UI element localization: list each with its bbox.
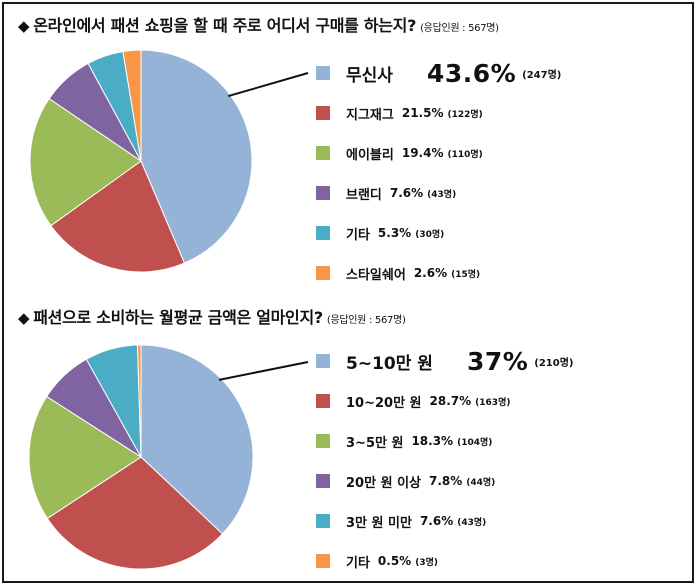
data-label-percent: 43.6% <box>426 58 517 88</box>
data-label-count: (110명) <box>447 149 483 160</box>
legend-label: 브랜디 <box>346 187 382 203</box>
pie-chart-spending <box>28 344 309 570</box>
legend-swatch <box>316 106 330 120</box>
data-label-percent: 0.5% <box>377 554 412 568</box>
data-label-percent: 19.4% <box>401 146 444 160</box>
data-label-percent: 7.6% <box>419 514 454 528</box>
legend-label: 20만 원 이상 <box>346 475 421 491</box>
data-label-count: (104명) <box>457 437 493 448</box>
legend-item: 기타 5.3% (30명) <box>316 222 444 244</box>
chart-title-text: 온라인에서 패션 쇼핑을 할 때 주로 어디서 구매를 하는지? <box>33 16 417 35</box>
legend-item: 3~5만 원 18.3% (104명) <box>316 430 492 452</box>
data-label-percent: 7.6% <box>389 186 424 200</box>
legend-item: 기타 0.5% (3명) <box>316 550 438 572</box>
data-label-count: (43명) <box>427 189 457 200</box>
legend-swatch <box>316 554 330 568</box>
legend-item: 무신사 43.6% (247명) <box>316 59 562 88</box>
data-label-percent: 2.6% <box>413 266 448 280</box>
pie-slice <box>28 395 142 520</box>
legend-swatch <box>316 474 330 488</box>
respondent-note: (응답인원 : 567명) <box>326 315 406 326</box>
chart-title: ◆ 패션으로 소비하는 월평균 금액은 얼마인지? (응답인원 : 567명) <box>18 304 406 328</box>
legend-label: 3만 원 미만 <box>346 515 412 531</box>
chart-section-spending: ◆ 패션으로 소비하는 월평균 금액은 얼마인지? (응답인원 : 567명) 5~… <box>4 296 692 582</box>
legend-label: 기타 <box>346 555 370 571</box>
legend-label: 기타 <box>346 227 370 243</box>
data-label-percent: 37% <box>466 346 529 376</box>
legend-swatch <box>316 434 330 448</box>
pie-slice <box>29 97 142 227</box>
pie-chart-shopping <box>29 49 309 273</box>
legend-swatch <box>316 394 330 408</box>
data-label-count: (247명) <box>522 69 562 81</box>
legend-label: 에이블리 <box>346 147 394 163</box>
data-label-count: (163명) <box>475 397 511 408</box>
legend-swatch <box>316 514 330 528</box>
legend-label: 10~20만 원 <box>346 395 422 411</box>
data-label-percent: 18.3% <box>411 434 454 448</box>
data-label-count: (210명) <box>534 357 574 369</box>
legend-item: 지그재그 21.5% (122명) <box>316 102 483 124</box>
pie-slice <box>46 456 224 570</box>
data-label-count: (15명) <box>451 269 481 280</box>
legend-swatch <box>316 186 330 200</box>
data-label-count: (44명) <box>466 477 496 488</box>
legend-label: 5~10만 원 <box>346 353 433 374</box>
data-label-percent: 21.5% <box>401 106 444 120</box>
chart-title: ◆ 온라인에서 패션 쇼핑을 할 때 주로 어디서 구매를 하는지? (응답인원 :… <box>18 12 499 36</box>
pie-slice <box>122 49 142 162</box>
data-label-count: (122명) <box>447 109 483 120</box>
diamond-bullet-icon: ◆ <box>18 17 30 35</box>
pie-slice <box>136 344 142 458</box>
pie-slice <box>140 344 254 535</box>
data-label-percent: 28.7% <box>429 394 472 408</box>
diamond-bullet-icon: ◆ <box>18 309 30 327</box>
chart-section-shopping: ◆ 온라인에서 패션 쇼핑을 할 때 주로 어디서 구매를 하는지? (응답인원 :… <box>4 4 692 296</box>
chart-title-text: 패션으로 소비하는 월평균 금액은 얼마인지? <box>33 308 323 327</box>
legend-label: 3~5만 원 <box>346 435 404 451</box>
legend-item: 에이블리 19.4% (110명) <box>316 142 483 164</box>
legend-label: 무신사 <box>346 65 393 86</box>
legend-swatch <box>316 266 330 280</box>
leader-line <box>228 72 309 98</box>
legend-label: 스타일쉐어 <box>346 267 406 283</box>
legend-label: 지그재그 <box>346 107 394 123</box>
legend-item: 20만 원 이상 7.8% (44명) <box>316 470 495 492</box>
legend-swatch <box>316 226 330 240</box>
respondent-note: (응답인원 : 567명) <box>420 23 499 34</box>
data-label-count: (43명) <box>457 517 487 528</box>
pie-slice <box>140 49 253 264</box>
data-label-percent: 5.3% <box>377 226 412 240</box>
legend-swatch <box>316 66 330 80</box>
legend-item: 5~10만 원 37% (210명) <box>316 347 574 376</box>
data-label-count: (3명) <box>415 557 438 568</box>
legend-item: 스타일쉐어 2.6% (15명) <box>316 262 480 284</box>
legend-swatch <box>316 354 330 368</box>
legend-item: 10~20만 원 28.7% (163명) <box>316 390 510 412</box>
legend-item: 3만 원 미만 7.6% (43명) <box>316 510 486 532</box>
legend-item: 브랜디 7.6% (43명) <box>316 182 456 204</box>
leader-line <box>218 361 309 381</box>
legend-swatch <box>316 146 330 160</box>
pie-slice <box>50 160 186 273</box>
data-label-count: (30명) <box>415 229 445 240</box>
data-label-percent: 7.8% <box>428 474 463 488</box>
